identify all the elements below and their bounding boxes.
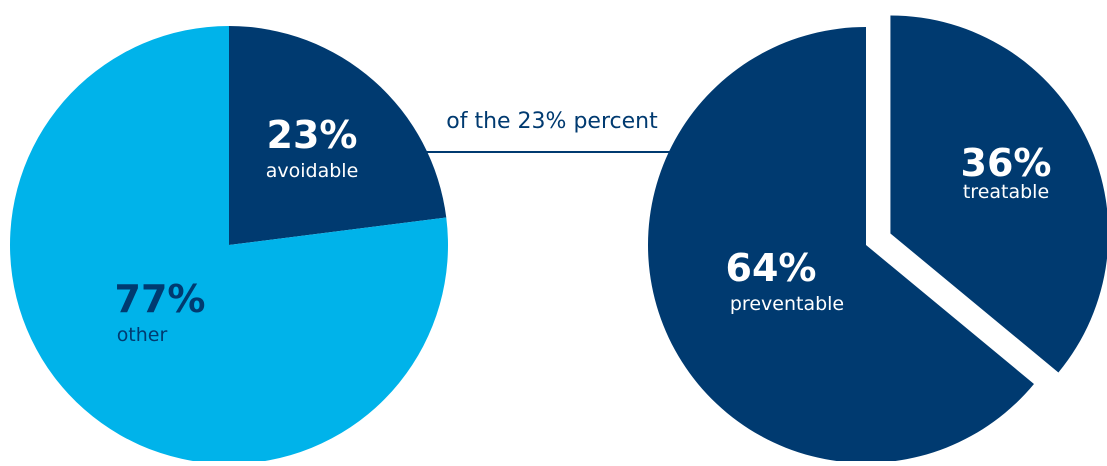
pie-slice-preventable — [647, 27, 1034, 463]
pie-slice-treatable — [890, 15, 1107, 373]
slice-value-preventable: 64% — [726, 246, 817, 290]
slice-label-other: other — [117, 324, 168, 346]
connector-label: of the 23% percent — [446, 109, 658, 134]
pie-chart-left — [9, 26, 448, 465]
slice-label-treatable: treatable — [963, 181, 1049, 203]
slice-value-treatable: 36% — [961, 141, 1052, 185]
slice-value-avoidable: 23% — [267, 113, 358, 157]
slice-value-other: 77% — [115, 277, 206, 321]
pie-chart-right — [647, 15, 1107, 463]
slice-label-avoidable: avoidable — [266, 160, 359, 182]
slice-label-preventable: preventable — [730, 293, 844, 315]
pie-slice-avoidable — [229, 26, 447, 245]
pie-slice-other — [9, 26, 448, 465]
